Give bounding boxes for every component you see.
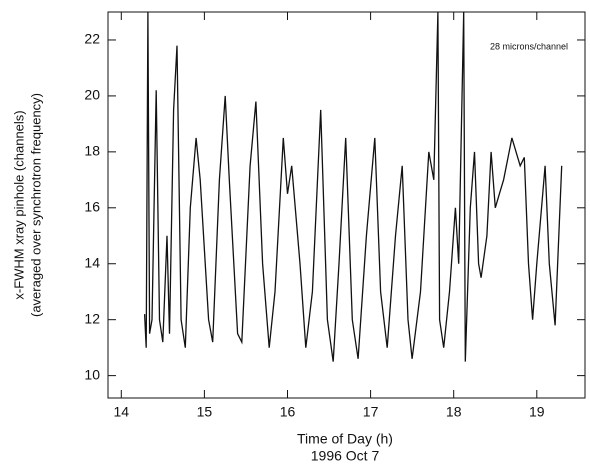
- x-tick-label: 18: [446, 404, 462, 420]
- x-tick-label: 15: [197, 404, 213, 420]
- plot-frame: [107, 11, 586, 399]
- y-axis-label: x-FWHM xray pinhole (channels): [11, 110, 26, 299]
- y-tick-label: 14: [84, 254, 100, 270]
- data-line: [143, 11, 563, 362]
- y-tick-label: 20: [84, 87, 100, 103]
- x-tick-label: 16: [280, 404, 296, 420]
- x-axis-label: 1996 Oct 7: [311, 448, 380, 464]
- x-axis-label: Time of Day (h): [297, 431, 393, 447]
- annotation: 28 microns/channel: [490, 41, 568, 51]
- y-tick-label: 18: [84, 143, 100, 159]
- y-tick-label: 12: [84, 310, 100, 326]
- x-tick-label: 14: [114, 404, 130, 420]
- y-tick-label: 22: [84, 31, 100, 47]
- y-axis-label: (averaged over synchrotron frequency): [28, 93, 43, 317]
- x-tick-label: 19: [529, 404, 545, 420]
- y-tick-label: 10: [84, 366, 100, 382]
- y-tick-label: 16: [84, 199, 100, 215]
- x-tick-label: 17: [363, 404, 379, 420]
